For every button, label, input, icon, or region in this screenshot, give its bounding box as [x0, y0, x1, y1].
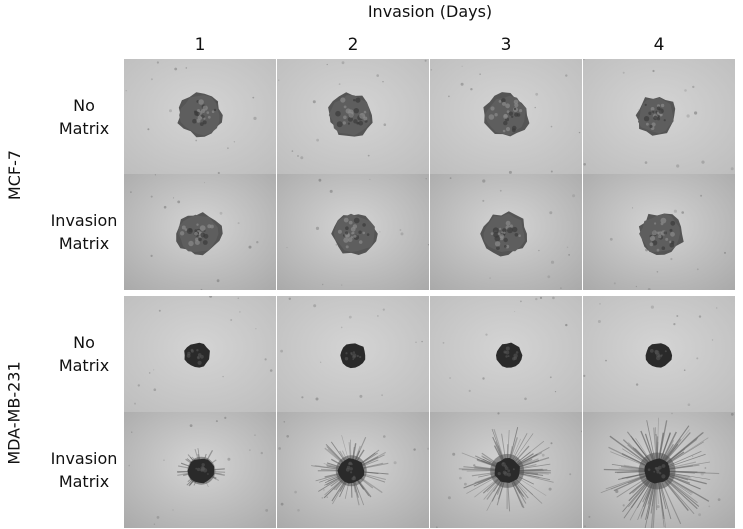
micrograph-panel: [430, 296, 582, 412]
cell-line-name: MCF-7: [5, 149, 25, 200]
condition-line-1: No: [73, 333, 95, 352]
condition-line-1: Invasion: [50, 449, 118, 468]
micrograph-panel: [430, 59, 582, 175]
condition-label-mda-invasion-matrix: Invasion Matrix: [38, 412, 130, 528]
micrograph-panel: [277, 59, 429, 175]
micrograph-panel: [124, 296, 276, 412]
day-2-header: 2: [347, 35, 359, 55]
condition-label-mda-no-matrix: No Matrix: [38, 296, 130, 412]
micrograph-panel: [583, 412, 735, 528]
micrograph-panel: [277, 174, 429, 290]
condition-line-1: No: [73, 96, 95, 115]
micrograph-panel: [430, 412, 582, 528]
micrograph-panel: [430, 174, 582, 290]
micrograph-panel: [583, 174, 735, 290]
condition-line-1: Invasion: [50, 211, 118, 230]
micrograph-panel: [583, 296, 735, 412]
day-3-header: 3: [500, 35, 512, 55]
condition-line-2: Matrix: [58, 234, 110, 253]
day-4-header: 4: [653, 35, 665, 55]
column-axis-title: Invasion (Days): [367, 2, 493, 21]
micrograph-panel: [124, 174, 276, 290]
cell-line-label-mcf7: MCF-7: [0, 59, 30, 290]
micrograph-grid: [124, 59, 737, 529]
micrograph-panel: [124, 59, 276, 175]
cell-line-separator: [124, 290, 737, 296]
cell-line-label-mda-mb-231: MDA-MB-231: [0, 296, 30, 529]
micrograph-panel: [277, 296, 429, 412]
micrograph-panel: [124, 412, 276, 528]
condition-line-2: Matrix: [58, 472, 110, 491]
condition-line-2: Matrix: [58, 356, 110, 375]
micrograph-panel: [277, 412, 429, 528]
day-1-header: 1: [194, 35, 206, 55]
condition-label-mcf7-no-matrix: No Matrix: [38, 59, 130, 175]
cell-line-name: MDA-MB-231: [5, 360, 24, 465]
condition-line-2: Matrix: [58, 119, 110, 138]
condition-label-mcf7-invasion-matrix: Invasion Matrix: [38, 174, 130, 290]
micrograph-panel: [583, 59, 735, 175]
